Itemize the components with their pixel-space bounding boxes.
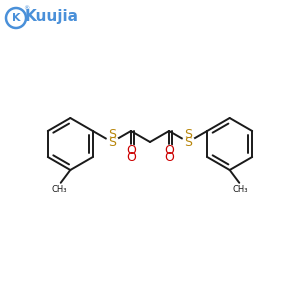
Text: S: S bbox=[184, 136, 192, 148]
Text: O: O bbox=[164, 144, 174, 157]
Text: Kuujia: Kuujia bbox=[25, 10, 79, 25]
Text: S: S bbox=[108, 136, 116, 148]
Text: S: S bbox=[184, 128, 192, 142]
Text: CH₃: CH₃ bbox=[232, 185, 248, 194]
Text: O: O bbox=[126, 144, 136, 157]
Text: ®: ® bbox=[23, 7, 29, 11]
Text: K: K bbox=[12, 13, 20, 23]
Text: S: S bbox=[108, 128, 116, 142]
Text: O: O bbox=[126, 151, 136, 164]
Text: O: O bbox=[164, 151, 174, 164]
Text: CH₃: CH₃ bbox=[52, 185, 68, 194]
